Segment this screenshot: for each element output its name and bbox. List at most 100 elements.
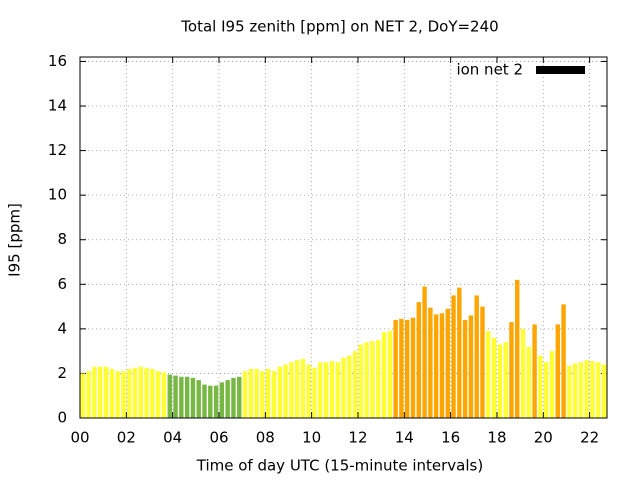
bar [179, 376, 184, 418]
bar [155, 371, 161, 418]
bar [381, 332, 387, 418]
x-tick-label: 22 [580, 429, 599, 447]
y-tick-label: 10 [48, 186, 67, 204]
bar [491, 337, 497, 418]
bar [242, 371, 248, 418]
bar [329, 361, 335, 418]
x-tick-label: 12 [348, 429, 367, 447]
bar [248, 368, 254, 418]
bar [358, 344, 364, 418]
bar [584, 360, 589, 418]
bar [520, 328, 526, 418]
bar [416, 302, 421, 418]
bar [138, 366, 144, 418]
x-tick-label: 02 [117, 429, 136, 447]
legend-label: ion net 2 [456, 61, 523, 79]
bar [219, 382, 225, 418]
bar [173, 375, 178, 418]
bar [132, 367, 138, 418]
bar [347, 355, 352, 418]
x-tick-label: 16 [441, 429, 460, 447]
chart-title: Total I95 zenith [ppm] on NET 2, DoY=240 [180, 18, 498, 36]
bar [549, 351, 555, 418]
x-tick-label: 08 [256, 429, 275, 447]
x-tick-label: 06 [209, 429, 228, 447]
bar [503, 342, 508, 418]
bar [115, 371, 120, 418]
bar [208, 385, 213, 418]
bar [393, 319, 398, 418]
bar [150, 368, 155, 418]
bar [127, 368, 132, 418]
y-tick-label: 12 [48, 141, 67, 159]
x-tick-label: 20 [534, 429, 553, 447]
bar [109, 368, 115, 418]
bar [387, 331, 393, 418]
bar [92, 366, 97, 418]
bar [578, 362, 584, 418]
bar [202, 384, 207, 418]
bar [596, 362, 601, 418]
bar [266, 368, 271, 418]
bar [509, 322, 514, 418]
bar [167, 374, 172, 418]
bar [196, 380, 201, 418]
bar [213, 385, 219, 418]
bar [364, 342, 369, 418]
bar [98, 366, 103, 418]
bar [572, 363, 578, 418]
bar [555, 324, 560, 418]
bar [532, 324, 537, 418]
y-tick-label: 14 [48, 97, 67, 115]
bar [515, 279, 520, 418]
bar [283, 364, 288, 418]
bar [103, 366, 109, 418]
x-tick-label: 18 [487, 429, 506, 447]
bar [237, 376, 242, 418]
y-tick-label: 4 [57, 319, 67, 337]
bar [312, 367, 317, 418]
x-tick-label: 04 [163, 429, 182, 447]
y-tick-label: 0 [57, 409, 67, 427]
bar [271, 371, 277, 418]
bar [428, 307, 433, 418]
bar [335, 362, 340, 418]
bar [405, 319, 410, 418]
bar [439, 313, 445, 418]
bar [462, 319, 468, 418]
bar [370, 341, 375, 418]
y-tick-label: 6 [57, 275, 67, 293]
bar [468, 315, 474, 418]
bar [121, 371, 126, 418]
bar [300, 358, 306, 418]
legend-swatch [536, 66, 585, 74]
y-tick-label: 16 [48, 52, 67, 70]
bar [323, 362, 329, 418]
plot-border [79, 56, 608, 419]
x-tick-label: 14 [395, 429, 414, 447]
x-tick-label: 10 [302, 429, 321, 447]
y-tick-label: 8 [57, 230, 67, 248]
bar [260, 371, 265, 418]
bar [567, 365, 572, 418]
bar [486, 331, 491, 418]
y-axis-label: I95 [ppm] [6, 203, 24, 277]
bar [474, 295, 479, 418]
y-tick-label: 2 [57, 364, 67, 382]
bar [144, 367, 149, 418]
bar [601, 364, 607, 418]
bar [318, 362, 323, 418]
bar [306, 364, 311, 418]
bar [561, 304, 566, 418]
bar [538, 355, 543, 418]
bar [399, 318, 404, 418]
x-axis-label: Time of day UTC (15-minute intervals) [196, 457, 483, 475]
bar [433, 314, 439, 418]
bar [80, 373, 86, 418]
bar [294, 360, 300, 418]
bar [543, 362, 549, 418]
bar [225, 380, 230, 418]
bar [161, 372, 167, 418]
bar [352, 351, 358, 418]
